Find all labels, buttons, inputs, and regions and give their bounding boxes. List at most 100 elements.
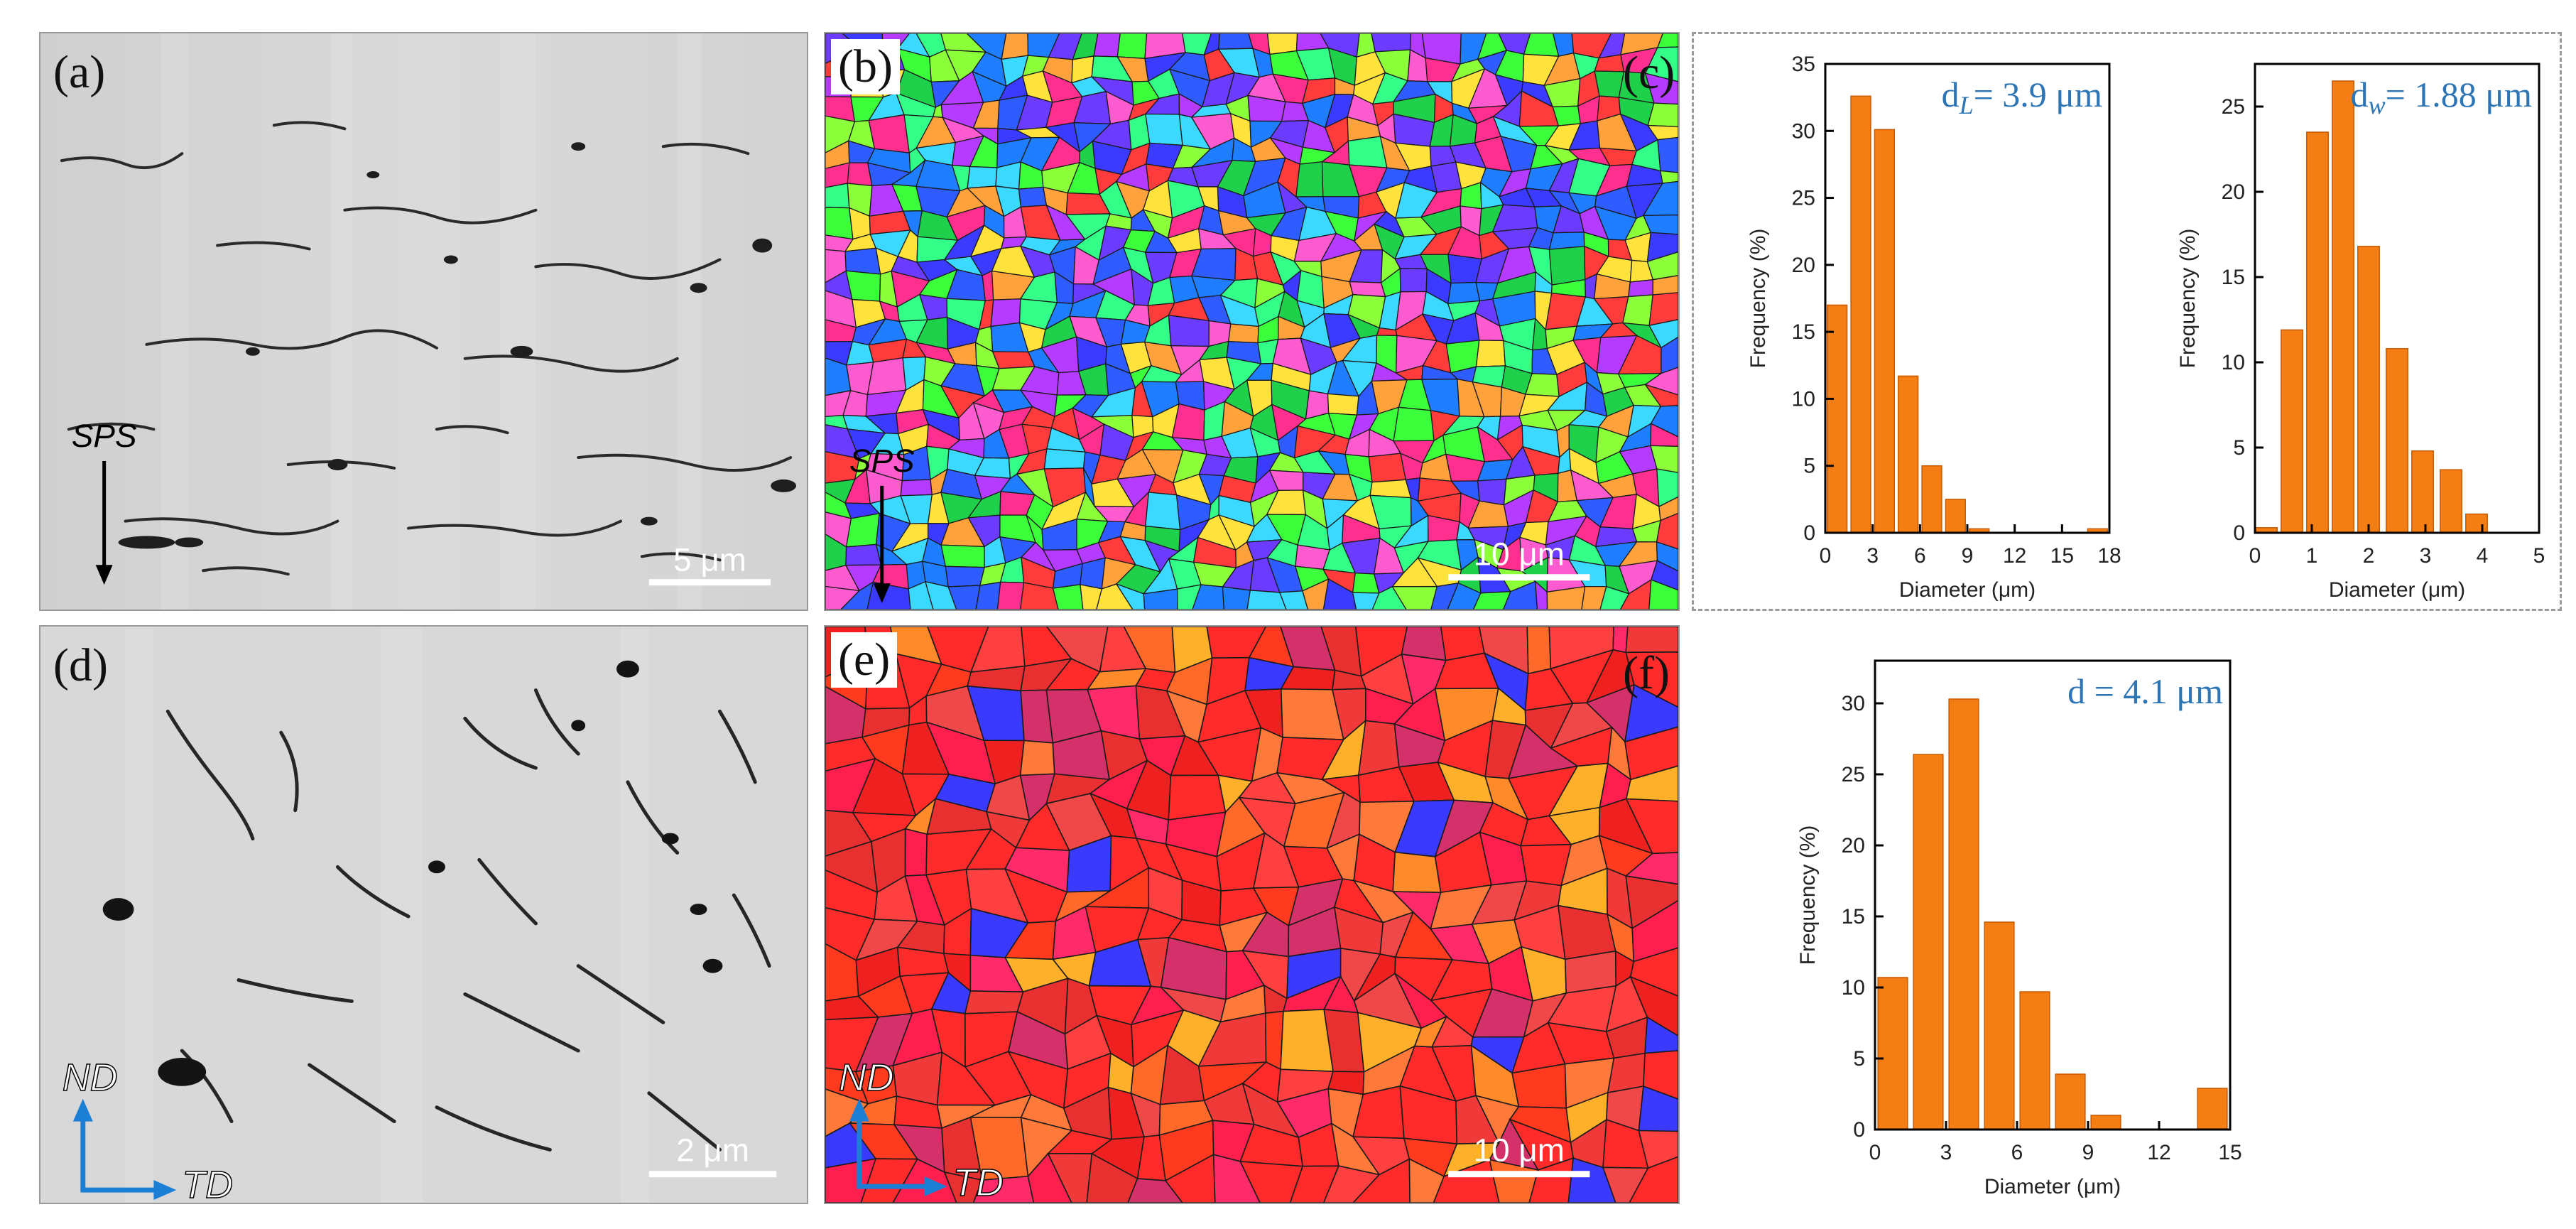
ebsd-grain — [1648, 292, 1678, 326]
histogram-f: 0 3 6 9 12 15 0 5 10 15 20 25 30 Diameter (μm) Frequen… — [1796, 659, 2242, 1198]
ebsd-grain — [1625, 765, 1678, 802]
x-axis-label-f: Diameter (μm) — [1984, 1175, 2121, 1198]
ebsd-grain — [1656, 541, 1678, 572]
ebsd-grain — [1239, 1161, 1304, 1203]
sem-texture-d: ND TD 2 μm — [40, 627, 807, 1203]
ebsd-grain — [1650, 445, 1678, 473]
sem-texture-a: SPS 5 μm — [40, 33, 807, 610]
ebsd-grain — [868, 114, 911, 154]
y-tick-label-f: 15 — [1842, 905, 1865, 928]
scale-bar-d — [648, 1171, 777, 1178]
y-tick-label-c-left: 10 — [1792, 387, 1815, 411]
histogram-frame-c: (c) — [1623, 32, 2562, 611]
ebsd-grain — [967, 166, 998, 189]
ebsd-grain — [947, 585, 981, 610]
ebsd-grain — [1643, 1050, 1678, 1100]
ebsd-grain — [844, 247, 881, 275]
y-tick-label-c-left: 20 — [1792, 254, 1815, 277]
ebsd-grain — [1322, 1165, 1381, 1203]
scale-label-d: 2 μm — [676, 1132, 749, 1168]
histogram-bar-f-2 — [1948, 698, 1979, 1130]
histogram-width-c: 0 1 2 3 4 5 0 5 10 15 20 25 Diameter (μm) Frequency (… — [2176, 63, 2545, 602]
ebsd-grain — [940, 544, 985, 568]
histogram-bar-c-right-7 — [2440, 469, 2462, 534]
pores-a — [118, 142, 797, 549]
ebsd-grain — [1168, 315, 1210, 347]
x-tick-label-c-left: 18 — [2097, 544, 2121, 568]
ebsd-grain — [1096, 583, 1134, 610]
x-tick-label-f: 0 — [1869, 1141, 1881, 1164]
y-tick-label-f: 25 — [1842, 763, 1865, 786]
ebsd-grain — [1548, 246, 1586, 286]
ebsd-grain — [1629, 1156, 1678, 1203]
y-tick-label-c-right: 0 — [2233, 521, 2245, 545]
x-tick-label-c-right: 5 — [2533, 544, 2545, 568]
ebsd-grain — [1625, 798, 1678, 855]
ebsd-grain — [1625, 651, 1678, 708]
ebsd-grain — [1651, 560, 1678, 591]
histogram-bar-c-left-0 — [1827, 304, 1848, 534]
x-tick-label-c-left: 15 — [2050, 544, 2074, 568]
ebsd-grain — [1115, 583, 1146, 610]
x-tick-label-c-right: 0 — [2249, 544, 2261, 568]
ebsd-grain — [1526, 627, 1552, 675]
ebsd-grain — [845, 543, 882, 566]
ebsd-grain — [1648, 319, 1678, 349]
histogram-bar-f-6 — [2090, 1115, 2121, 1130]
ebsd-grain — [972, 1176, 1035, 1203]
ebsd-grain — [1027, 1152, 1072, 1203]
ebsd-grain — [1019, 582, 1059, 610]
ebsd-grain — [1631, 899, 1678, 963]
histogram-bar-c-right-5 — [2386, 348, 2408, 534]
mean-diameter-annotation-c-right: dw= 1.88 μm — [2351, 75, 2533, 119]
x-tick-label-f: 12 — [2147, 1141, 2170, 1164]
ebsd-map-e: ND TD 10 μm (e) — [824, 625, 1680, 1204]
x-tick-label-c-left: 6 — [1914, 544, 1926, 568]
histogram-bar-c-right-6 — [2411, 450, 2434, 534]
ebsd-grain — [1546, 585, 1586, 610]
ebsd-grain — [1368, 453, 1407, 483]
ebsd-grain — [1624, 852, 1678, 885]
histogram-bar-c-right-1 — [2281, 329, 2303, 534]
y-axis-label-c-left: Frequency (%) — [1746, 229, 1770, 369]
ebsd-grain — [1447, 281, 1481, 305]
histogram-bar-c-left-4 — [1921, 465, 1942, 534]
ebsd-grain — [1295, 161, 1324, 197]
ebsd-grain — [991, 351, 1036, 369]
ebsd-grain — [1646, 251, 1678, 281]
histogram-bar-c-right-4 — [2357, 246, 2380, 534]
x-tick-label-c-right: 3 — [2420, 544, 2432, 568]
mean-diameter-annotation-c-left: dL= 3.9 μm — [1942, 75, 2103, 119]
ebsd-grain — [1302, 578, 1330, 610]
ebsd-grain — [1357, 720, 1400, 776]
ebsd-grain — [945, 565, 985, 588]
ebsd-grain — [975, 581, 1001, 610]
histogram-bar-c-right-8 — [2465, 513, 2488, 534]
ebsd-grain — [1086, 1152, 1138, 1203]
ebsd-grain — [1625, 875, 1678, 930]
histogram-bar-c-left-1 — [1850, 95, 1871, 534]
y-tick-label-c-left: 5 — [1803, 455, 1815, 478]
ebsd-grain — [1581, 586, 1607, 610]
ebsd-grain — [943, 1171, 983, 1203]
ebsd-grain — [996, 581, 1025, 610]
ebsd-grain — [1080, 584, 1103, 610]
x-tick-label-c-right: 4 — [2477, 544, 2489, 568]
scale-label-a: 5 μm — [673, 541, 746, 578]
x-tick-label-f: 6 — [2011, 1141, 2023, 1164]
ebsd-grain — [1222, 586, 1251, 610]
ebsd-grain — [1528, 1157, 1575, 1203]
panel-label-b: (b) — [831, 39, 900, 94]
y-tick-label-c-right: 15 — [2222, 266, 2245, 289]
ebsd-grain — [1019, 740, 1055, 776]
ebsd-grain — [1093, 33, 1121, 58]
y-tick-label-f: 30 — [1842, 692, 1865, 715]
ebsd-grain — [1567, 1157, 1616, 1203]
x-tick-label-c-right: 1 — [2306, 544, 2318, 568]
ebsd-grain — [1001, 33, 1029, 60]
ebsd-grain — [1212, 1154, 1261, 1203]
histogram-bar-f-1 — [1913, 754, 1944, 1130]
ebsd-grain — [1289, 1165, 1340, 1203]
ebsd-grain — [1661, 336, 1678, 374]
ebsd-grain — [1647, 102, 1678, 127]
